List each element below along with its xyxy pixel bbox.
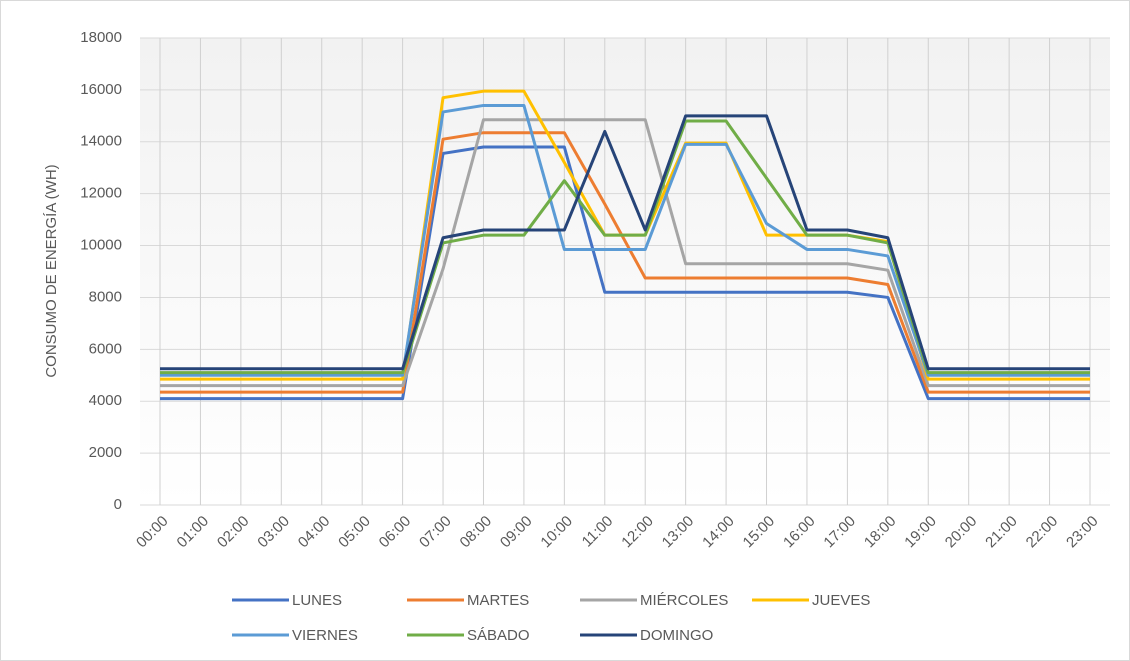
y-tick-label: 14000 <box>80 133 122 150</box>
legend-label: MARTES <box>467 592 529 609</box>
y-axis-title: CONSUMO DE ENERGÍA (WH) <box>43 164 60 377</box>
line-series <box>160 145 1090 401</box>
line-series <box>160 103 1090 377</box>
line-series <box>160 118 1090 388</box>
y-tick-label: 12000 <box>80 185 122 202</box>
legend-label: VIERNES <box>292 627 358 644</box>
line-series <box>160 131 1090 394</box>
y-tick-label: 16000 <box>80 81 122 98</box>
legend-label: DOMINGO <box>640 627 713 644</box>
legend-label: MIÉRCOLES <box>640 592 728 609</box>
y-tick-label: 8000 <box>89 288 122 305</box>
legend-label: LUNES <box>292 592 342 609</box>
y-tick-label: 4000 <box>89 392 122 409</box>
plot-area <box>140 38 1110 505</box>
line-series <box>160 114 1090 371</box>
legend-label: SÁBADO <box>467 627 530 644</box>
y-tick-label: 18000 <box>80 29 122 46</box>
line-series <box>160 119 1090 375</box>
y-tick-label: 10000 <box>80 237 122 254</box>
y-tick-label: 2000 <box>89 444 122 461</box>
y-tick-label: 6000 <box>89 340 122 357</box>
legend-label: JUEVES <box>812 592 870 609</box>
y-tick-label: 0 <box>114 496 122 513</box>
